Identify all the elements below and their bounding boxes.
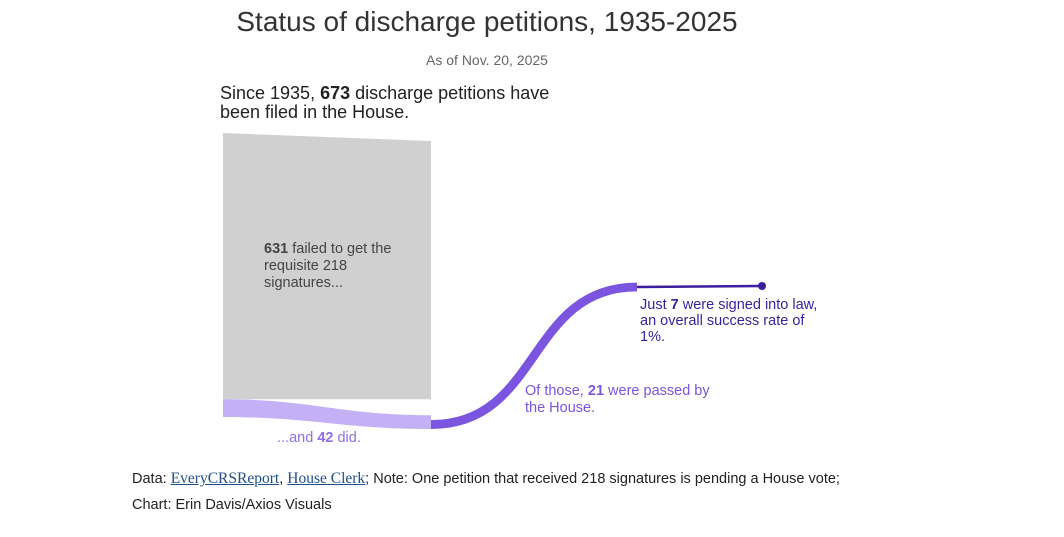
intro-total: 673 <box>320 83 351 103</box>
signed-endpoint-dot <box>758 282 766 290</box>
signed-post: were signed into law, an overall success… <box>640 297 818 345</box>
source-rest: ; Note: One petition that received 218 s… <box>132 471 840 513</box>
intro-post: discharge petitions have been filed in t… <box>220 83 550 122</box>
signed-pre: Just <box>640 297 671 313</box>
did-post: did. <box>333 430 361 446</box>
passed-post: were passed by the House. <box>525 383 710 416</box>
source-link-house-clerk[interactable]: House Clerk <box>287 470 366 487</box>
passed-label: Of those, 21 were passed by the House. <box>525 383 725 417</box>
chart-subtitle: As of Nov. 20, 2025 <box>426 52 548 68</box>
intro-text: Since 1935, 673 discharge petitions have… <box>220 84 560 122</box>
did-pre: ...and <box>277 430 318 446</box>
did-count: 42 <box>317 430 334 446</box>
flow-did <box>223 399 431 429</box>
flow-failed <box>223 133 431 400</box>
intro-pre: Since 1935, <box>220 83 321 103</box>
source-note: Data: EveryCRSReport, House Clerk; Note:… <box>132 466 852 518</box>
chart-title: Status of discharge petitions, 1935-2025 <box>236 6 738 37</box>
flow-signed <box>636 284 763 289</box>
did-label: ...and 42 did. <box>277 430 361 446</box>
passed-pre: Of those, <box>525 383 588 399</box>
signed-label: Just 7 were signed into law, an overall … <box>640 297 820 345</box>
flow-passed <box>430 282 638 429</box>
failed-text: failed to get the requisite 218 signatur… <box>264 241 392 291</box>
failed-count: 631 <box>264 241 289 257</box>
signed-count: 7 <box>670 297 679 313</box>
source-data-prefix: Data: <box>132 471 171 487</box>
passed-count: 21 <box>587 383 605 399</box>
source-link-everycrsreport[interactable]: EveryCRSReport <box>170 470 280 487</box>
source-sep: , <box>279 471 288 487</box>
failed-label: 631 failed to get the requisite 218 sign… <box>264 241 414 292</box>
